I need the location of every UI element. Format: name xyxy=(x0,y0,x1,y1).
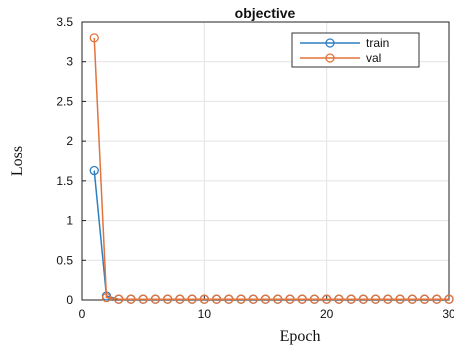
val-point xyxy=(126,294,136,304)
x-axis-label: Epoch xyxy=(280,328,321,345)
series-layer xyxy=(89,33,454,304)
val-point xyxy=(236,294,246,304)
chart-title: objective xyxy=(235,5,296,21)
val-line xyxy=(93,37,449,300)
x-tick-label: 10 xyxy=(198,307,212,321)
legend-marker-train xyxy=(325,38,335,48)
train-point xyxy=(89,165,99,176)
x-tick-label: 30 xyxy=(442,307,454,321)
val-point xyxy=(309,294,320,304)
val-point xyxy=(432,294,442,304)
val-point xyxy=(334,294,344,304)
val-point xyxy=(346,294,356,304)
val-point xyxy=(248,294,258,304)
val-point xyxy=(358,294,369,304)
val-point xyxy=(89,33,99,43)
y-tick-label: 3 xyxy=(66,55,73,69)
val-point xyxy=(224,294,234,304)
series-val xyxy=(89,33,454,304)
legend-marker-val xyxy=(325,53,335,63)
val-point xyxy=(175,294,185,304)
axis-ticks: 0 10 20 30 0 0.5 1 1.5 2 2.5 3 3.5 xyxy=(56,15,454,321)
val-point xyxy=(150,294,161,304)
legend-box xyxy=(291,32,420,68)
val-point xyxy=(211,294,222,304)
val-point xyxy=(138,294,148,304)
val-point xyxy=(395,294,405,304)
y-axis-label: Loss xyxy=(9,146,26,176)
val-point xyxy=(101,292,112,303)
val-point xyxy=(444,294,454,304)
y-tick-label: 2.5 xyxy=(56,94,73,108)
val-point xyxy=(162,294,173,304)
val-point xyxy=(370,294,381,304)
legend-label-val: val xyxy=(366,51,381,65)
y-tick-label: 0.5 xyxy=(56,253,73,267)
x-tick-label: 0 xyxy=(79,307,86,321)
val-point xyxy=(199,294,209,304)
legend-label-train: train xyxy=(366,36,389,50)
val-point xyxy=(407,294,417,304)
val-point xyxy=(419,294,430,304)
val-point xyxy=(273,294,283,304)
y-tick-label: 3.5 xyxy=(56,15,73,29)
plot-area-frame xyxy=(81,21,450,301)
val-point xyxy=(187,294,197,304)
val-point xyxy=(297,294,307,304)
y-tick-label: 1 xyxy=(66,214,73,228)
y-tick-label: 0 xyxy=(66,293,73,307)
x-tick-label: 20 xyxy=(320,307,334,321)
val-point xyxy=(285,294,295,304)
val-point xyxy=(383,294,393,304)
y-tick-label: 2 xyxy=(66,134,73,148)
y-tick-label: 1.5 xyxy=(56,174,73,188)
val-point xyxy=(260,294,271,304)
val-point xyxy=(114,294,124,304)
val-point xyxy=(322,294,332,304)
